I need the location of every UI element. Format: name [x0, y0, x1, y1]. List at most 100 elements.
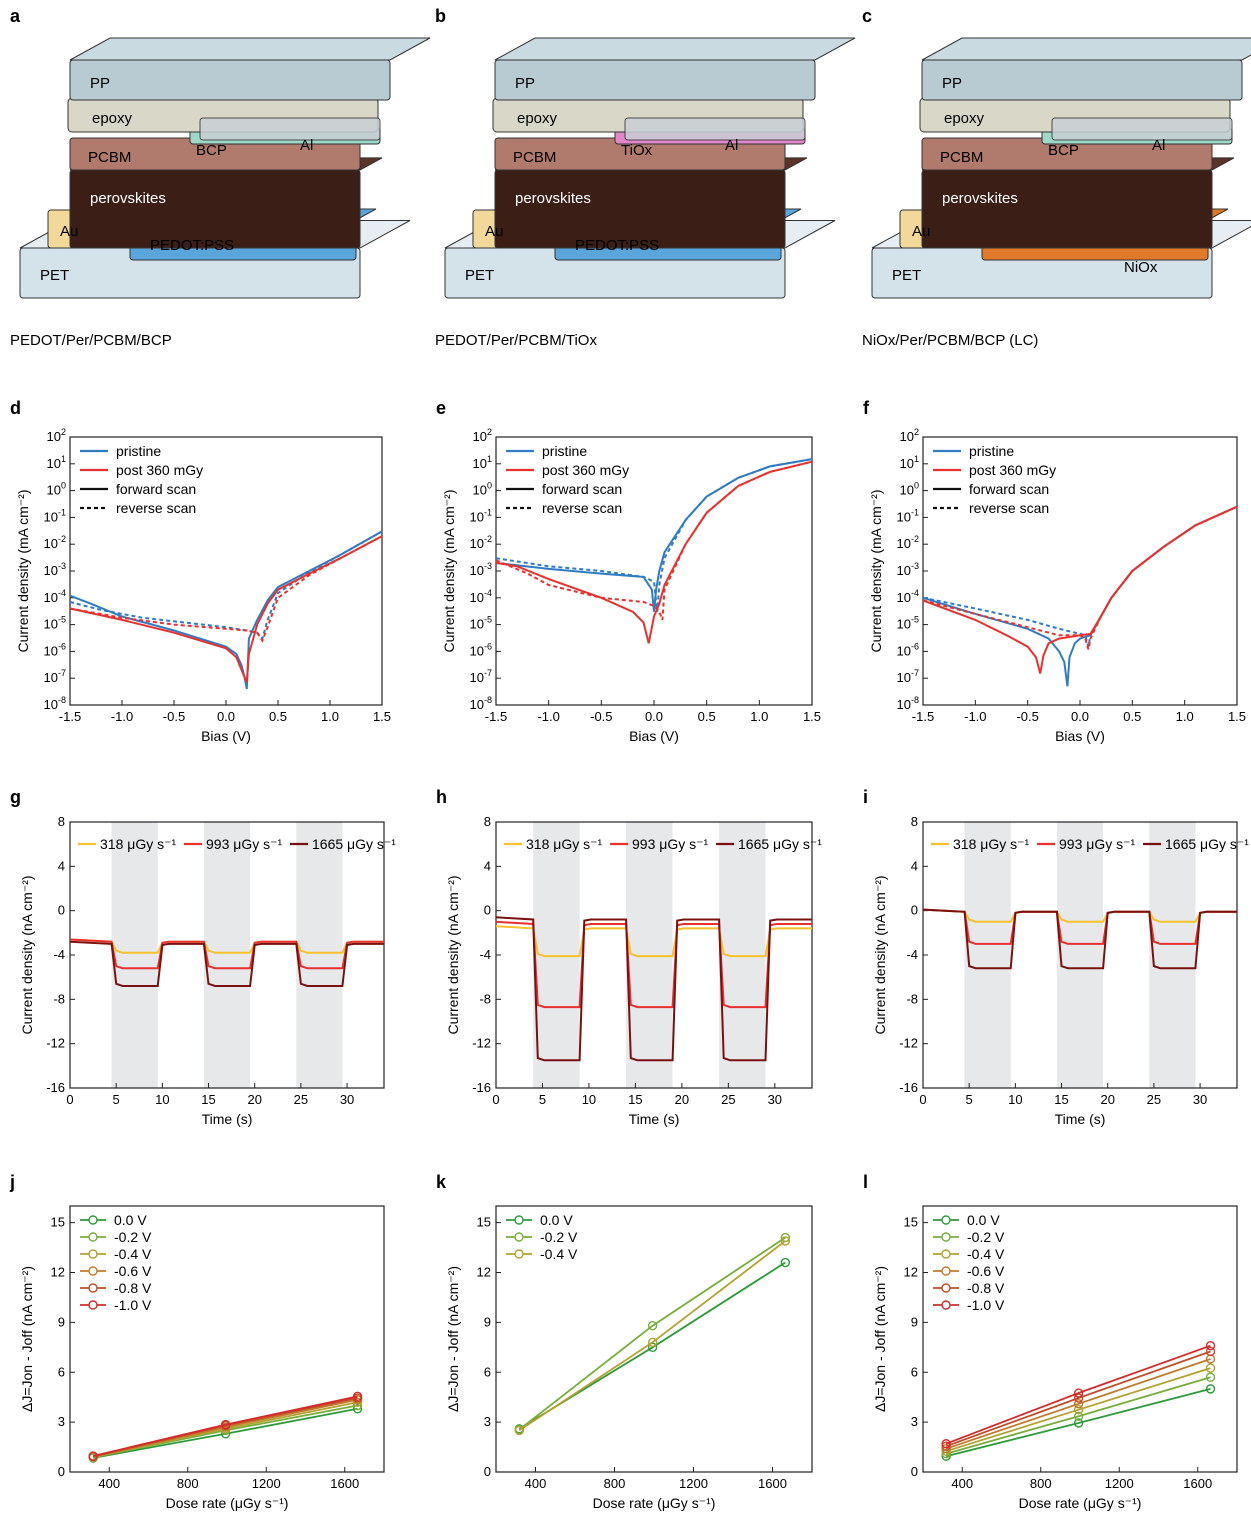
y-tick-exponent: 2	[914, 427, 919, 437]
series-3	[941, 1354, 1216, 1454]
y-tick-label: -8	[479, 991, 491, 1006]
y-tick-exponent: 1	[61, 454, 66, 464]
legend-marker	[941, 1266, 951, 1276]
fit-line	[945, 1350, 1211, 1448]
panel-label: j	[9, 1172, 15, 1192]
legend-item: -0.2 V	[114, 1229, 152, 1245]
y-tick-label: 3	[484, 1414, 491, 1429]
y-tick-label: 10-2	[897, 534, 919, 551]
y-tick-exponent: -6	[484, 641, 492, 651]
legend-item: reverse scan	[116, 500, 196, 516]
label-htl: PEDOT:PSS	[150, 237, 234, 254]
x-tick-label: 0.5	[698, 709, 716, 724]
y-tick-label: -12	[46, 1036, 65, 1051]
x-tick-label: 1.5	[1228, 709, 1246, 724]
x-tick-label: 1.0	[750, 709, 768, 724]
x-tick-label: 0	[66, 1092, 73, 1107]
layer-pp-top	[69, 37, 431, 61]
y-tick-exponent: 1	[487, 454, 492, 464]
y-tick-exponent: -2	[911, 534, 919, 544]
panel-label: e	[436, 398, 446, 418]
y-tick-exponent: -3	[911, 561, 919, 571]
label-pet: PET	[40, 267, 69, 284]
y-tick-label: 102	[900, 427, 919, 444]
y-tick-exponent: -4	[484, 588, 492, 598]
x-tick-label: -1.0	[964, 709, 986, 724]
y-tick-label: 8	[484, 814, 491, 829]
series-line	[69, 535, 383, 643]
y-tick-label: 10-4	[470, 588, 492, 605]
legend-item: 993 μGy s⁻¹	[1059, 836, 1135, 852]
data-point	[780, 1236, 791, 1246]
y-tick-label: 4	[911, 858, 918, 873]
fit-line	[518, 1240, 786, 1432]
series-0	[941, 1384, 1216, 1461]
x-tick-label: 1600	[1183, 1476, 1212, 1491]
x-axis-label: Bias (V)	[629, 728, 679, 744]
legend-marker	[88, 1266, 98, 1276]
x-axis-label: Time (s)	[202, 1111, 253, 1127]
y-tick-label: 3	[58, 1414, 65, 1429]
legend-item: -1.0 V	[967, 1297, 1005, 1313]
legend-item: 0.0 V	[967, 1212, 1000, 1228]
irradiation-window	[203, 822, 251, 1088]
data-point	[514, 1425, 525, 1436]
irradiation-window	[296, 822, 343, 1088]
y-tick-label: 101	[900, 454, 919, 471]
x-tick-label: 0	[492, 1092, 499, 1107]
x-tick-label: 1.0	[1176, 709, 1194, 724]
panel-label: l	[863, 1172, 868, 1192]
y-tick-label: 10-6	[44, 641, 66, 658]
data-point	[1205, 1363, 1216, 1373]
x-axis-label: Bias (V)	[201, 728, 251, 744]
panel-label: d	[10, 398, 21, 418]
fit-line	[92, 1395, 358, 1457]
layer-pp-front	[69, 59, 391, 101]
chart-l: l 0 3 6 9 12 15 400 800 1200 1600 Dose rate (μGy s⁻…	[863, 1172, 1238, 1511]
x-tick-label: -0.5	[1016, 709, 1038, 724]
layer-al	[199, 117, 381, 141]
legend-item: pristine	[542, 443, 587, 459]
legend-marker	[88, 1249, 98, 1259]
y-tick-label: 8	[58, 814, 65, 829]
data-point	[1073, 1399, 1084, 1409]
label-perovskites: perovskites	[942, 190, 1018, 207]
y-tick-exponent: -6	[911, 641, 919, 651]
panel-label: b	[435, 6, 446, 26]
y-tick-label: 10-7	[897, 668, 919, 685]
series-line	[69, 938, 384, 954]
y-tick-label: 3	[911, 1414, 918, 1429]
series-line	[922, 908, 1237, 923]
y-tick-label: 9	[484, 1314, 491, 1329]
y-tick-label: 6	[58, 1364, 65, 1379]
x-tick-label: 1.5	[803, 709, 821, 724]
series-2	[514, 1236, 791, 1436]
x-tick-label: 0	[919, 1092, 926, 1107]
legend-item: -0.2 V	[967, 1229, 1005, 1245]
x-tick-label: 1600	[330, 1476, 359, 1491]
x-tick-label: -1.0	[537, 709, 559, 724]
data-point	[220, 1419, 231, 1430]
series-4	[941, 1346, 1216, 1451]
chart-f: f 1 0 -8 10-7 10-6 10-5 10-4 10-3 10-2 10-1 100 101 1…	[863, 398, 1246, 744]
legend-item: forward scan	[542, 481, 622, 497]
layer-pp-front	[494, 59, 816, 101]
x-tick-label: 25	[721, 1092, 735, 1107]
x-axis-label: Dose rate (μGy s⁻¹)	[593, 1495, 716, 1511]
y-tick-label: 0	[484, 903, 491, 918]
y-tick-label: 9	[58, 1314, 65, 1329]
label-pp: PP	[90, 75, 110, 92]
series-line	[922, 505, 1238, 647]
legend-item: 993 μGy s⁻¹	[632, 836, 708, 852]
legend-item: -0.2 V	[540, 1229, 578, 1245]
series-line	[922, 505, 1238, 650]
label-htl: PEDOT:PSS	[575, 237, 659, 254]
plot-frame	[495, 1205, 813, 1473]
x-tick-label: 20	[675, 1092, 689, 1107]
panel-label: a	[10, 6, 21, 26]
label-etl2: TiOx	[621, 142, 653, 159]
y-tick-label: 10-4	[897, 588, 919, 605]
layer-pp-front	[921, 59, 1243, 101]
x-axis-label: Dose rate (μGy s⁻¹)	[166, 1495, 289, 1511]
fit-line	[945, 1344, 1211, 1445]
